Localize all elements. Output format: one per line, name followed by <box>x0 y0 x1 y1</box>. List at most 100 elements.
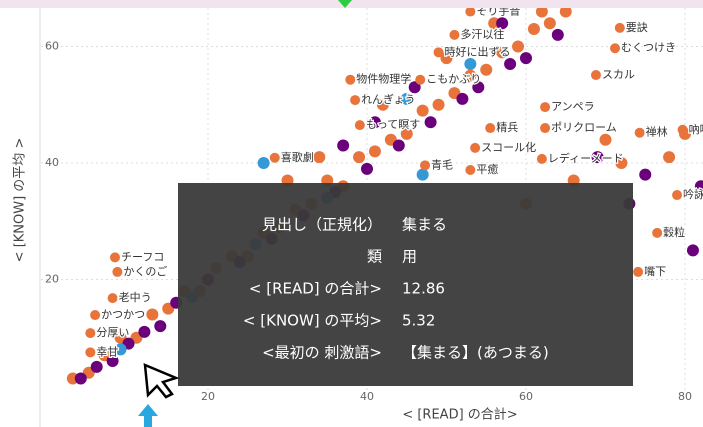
point <box>400 127 413 140</box>
point-label: チーフコ <box>121 250 164 263</box>
point <box>408 81 421 94</box>
labeled-point <box>433 47 444 58</box>
point <box>416 168 429 181</box>
point-label: スコール化 <box>481 140 536 154</box>
point <box>639 168 652 181</box>
labeled-point <box>672 190 683 201</box>
y-tick-label: 20 <box>45 273 59 286</box>
labeled-point <box>449 29 460 40</box>
point <box>138 325 151 338</box>
point-label: 時好に出ずる <box>445 44 511 58</box>
point-label: 多汗以往 <box>460 27 504 41</box>
point-label: 平癒 <box>476 162 498 176</box>
tooltip-value: 12.86 <box>402 280 445 298</box>
point <box>543 17 556 30</box>
labeled-point <box>540 102 551 113</box>
point <box>74 372 87 385</box>
point-label: 要訣 <box>626 20 648 34</box>
top-strip <box>0 0 703 8</box>
point <box>361 162 373 175</box>
labeled-point <box>85 328 96 339</box>
point-label: 老中う <box>119 291 152 304</box>
point <box>496 46 509 59</box>
point-label: 幸甘 <box>96 345 118 358</box>
x-tick-label: 60 <box>519 390 533 403</box>
point-label: 青毛 <box>431 158 453 171</box>
labeled-point <box>109 252 120 263</box>
labeled-point <box>465 164 476 175</box>
labeled-point <box>90 310 101 321</box>
x-axis-title: < [READ] の合計> <box>402 407 517 423</box>
point <box>456 92 469 105</box>
green-arrow <box>338 0 352 8</box>
point <box>432 98 445 111</box>
point <box>424 116 437 129</box>
point <box>400 92 413 105</box>
tooltip-key: < [KNOW] の平均> <box>243 312 382 330</box>
point-label: 物件物理学 <box>356 72 411 86</box>
labeled-point <box>85 347 96 358</box>
point <box>496 17 509 30</box>
point <box>376 98 389 111</box>
labeled-point <box>634 127 645 138</box>
point <box>257 157 270 169</box>
point-label: 精兵 <box>496 121 518 134</box>
labeled-point <box>470 142 481 153</box>
labeled-point <box>269 152 280 163</box>
point <box>551 28 564 41</box>
point <box>392 139 405 152</box>
labeled-point <box>485 123 496 134</box>
labeled-point <box>420 160 431 171</box>
labeled-point <box>610 43 621 54</box>
labeled-point <box>540 123 551 134</box>
point-label: 禅林 <box>646 125 668 139</box>
point <box>337 139 350 152</box>
point <box>535 8 548 18</box>
y-tick-label: 40 <box>45 156 59 169</box>
point-label: こもかぶり <box>426 73 481 86</box>
x-tick-label: 80 <box>678 390 692 403</box>
point <box>520 52 532 65</box>
point-label: ポリクローム <box>551 121 617 134</box>
point-label: アンペラ <box>551 100 595 113</box>
point <box>694 180 703 193</box>
mouse-cursor <box>143 363 180 399</box>
point <box>464 69 477 82</box>
point <box>559 8 572 18</box>
point <box>440 52 453 65</box>
point <box>106 355 119 368</box>
y-tick-label: 60 <box>45 40 59 53</box>
labeled-point <box>633 266 644 277</box>
tooltip-value: 5.32 <box>402 312 435 330</box>
labeled-point <box>345 74 356 85</box>
point-label: 分厚い <box>96 326 129 339</box>
point-label: 嘴下 <box>644 265 666 278</box>
point-label: スカル <box>602 68 635 81</box>
point <box>472 81 485 94</box>
tooltip-key: < [READ] の合計> <box>249 280 382 298</box>
point <box>146 308 159 321</box>
point <box>512 40 525 53</box>
point-label: そり手音 <box>476 4 520 18</box>
point-label: 喜歌劇 <box>281 150 314 164</box>
labeled-point <box>590 70 601 81</box>
point <box>615 157 628 169</box>
labeled-point <box>652 227 663 238</box>
point-label: むくつけき <box>621 41 676 54</box>
point <box>527 23 540 36</box>
point <box>154 320 167 333</box>
x-tick-label: 20 <box>201 390 215 403</box>
labeled-point <box>112 266 123 277</box>
point <box>114 343 127 356</box>
blue-arrow <box>138 404 158 427</box>
point-label: かくのご <box>123 264 167 278</box>
point <box>416 104 429 117</box>
tooltip-value: 集まる <box>402 216 447 234</box>
labeled-point <box>354 120 365 131</box>
point <box>353 151 366 164</box>
point <box>686 244 699 257</box>
labeled-point <box>677 124 688 135</box>
point <box>90 360 103 373</box>
